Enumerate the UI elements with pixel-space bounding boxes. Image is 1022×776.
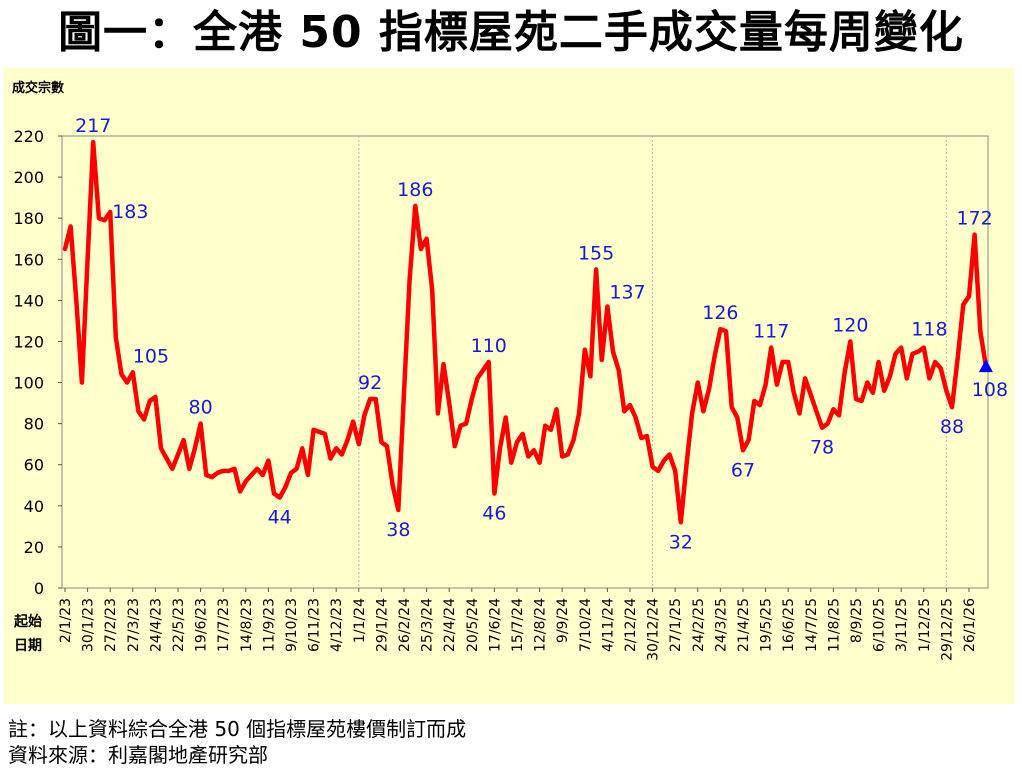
x-tick-label: 29/1/24	[374, 598, 390, 652]
x-tick-label: 25/3/24	[420, 598, 436, 652]
x-tick-label: 4/11/24	[600, 598, 616, 652]
y-tick-label: 140	[13, 291, 44, 310]
data-label: 186	[397, 179, 433, 201]
data-label: 46	[482, 502, 506, 524]
x-tick-label: 1/12/25	[917, 598, 933, 652]
last-point-marker	[978, 359, 993, 373]
y-tick-label: 180	[13, 209, 44, 228]
x-tick-label: 20/5/24	[465, 598, 481, 652]
x-axis-label: 日期	[14, 638, 42, 654]
x-tick-label: 24/4/23	[148, 598, 164, 652]
x-tick-label: 2/12/24	[623, 598, 639, 652]
y-tick-label: 220	[13, 127, 44, 146]
data-label: 217	[75, 115, 111, 137]
x-tick-label: 26/1/26	[962, 598, 978, 652]
x-tick-label: 11/8/25	[826, 598, 842, 652]
y-tick-label: 20	[24, 538, 44, 557]
x-tick-label: 1/1/24	[352, 598, 368, 643]
x-tick-label: 29/12/25	[939, 598, 955, 661]
plot-area	[61, 135, 989, 589]
x-tick-label: 6/11/23	[307, 598, 323, 652]
series-line	[62, 139, 989, 525]
x-tick-label: 12/8/24	[533, 598, 549, 652]
x-tick-label: 15/7/24	[510, 598, 526, 652]
x-tick-label: 27/1/25	[668, 598, 684, 652]
y-tick-label: 0	[34, 579, 44, 598]
x-axis-label: 起始	[13, 613, 42, 630]
y-tick-label: 200	[13, 168, 44, 187]
data-label: 183	[112, 201, 148, 223]
x-tick-label: 24/2/25	[691, 598, 707, 652]
y-tick-label: 120	[13, 332, 44, 351]
data-label: 155	[578, 243, 614, 265]
data-label: 137	[609, 282, 645, 304]
data-label: 108	[972, 379, 1008, 401]
data-label: 32	[669, 531, 693, 553]
data-label: 126	[702, 302, 738, 324]
y-tick-label: 160	[13, 250, 44, 269]
x-tick-label: 14/7/25	[804, 598, 820, 652]
y-axis-label: 成交宗數	[12, 80, 64, 96]
x-tick-label: 6/10/25	[872, 598, 888, 652]
x-tick-label: 9/9/24	[555, 598, 571, 643]
x-tick-label: 27/3/23	[126, 598, 142, 652]
x-tick-label: 22/4/24	[442, 598, 458, 652]
x-tick-label: 19/6/23	[194, 598, 210, 652]
footnote: 註：以上資料綜合全港 50 個指標屋苑樓價制訂而成 資料來源：利嘉閣地產研究部	[8, 716, 466, 768]
x-tick-label: 7/10/24	[578, 598, 594, 652]
footnote-note: 註：以上資料綜合全港 50 個指標屋苑樓價制訂而成	[8, 717, 467, 741]
data-label: 44	[268, 507, 292, 529]
x-tick-label: 14/8/23	[239, 598, 255, 652]
data-label: 78	[810, 437, 834, 459]
data-label: 118	[911, 319, 947, 341]
chart-panel: 0 20 40 60 80 100 120 140 160 180 200 220 成交宗數 2/1/23…	[4, 68, 1014, 704]
x-tick-label: 9/10/23	[284, 598, 300, 652]
x-tick-label: 19/5/25	[759, 598, 775, 652]
x-tick-label: 30/12/24	[646, 598, 662, 661]
data-label: 92	[358, 372, 382, 394]
x-tick-label: 2/1/23	[58, 598, 74, 643]
x-tick-label: 24/3/25	[713, 598, 729, 652]
x-tick-label: 26/2/24	[397, 598, 413, 652]
x-tick-label: 17/6/24	[487, 598, 503, 652]
y-tick-label: 60	[24, 456, 44, 475]
chart-svg: 0 20 40 60 80 100 120 140 160 180 200 220 成交宗數 2/1/23…	[12, 80, 1008, 661]
data-label: 105	[133, 345, 169, 367]
x-tick-label: 21/4/25	[736, 598, 752, 652]
x-tick-label: 27/2/23	[103, 598, 119, 652]
x-tick-label: 3/11/25	[894, 598, 910, 652]
footnote-source: 資料來源：利嘉閣地產研究部	[8, 743, 268, 767]
y-tick-label: 40	[24, 497, 44, 516]
data-label: 88	[940, 416, 964, 438]
x-tick-label: 17/7/23	[216, 598, 232, 652]
data-label: 117	[753, 321, 789, 343]
y-tick-label: 80	[24, 415, 44, 434]
x-tick-label: 30/1/23	[81, 598, 97, 652]
data-label: 80	[189, 397, 213, 419]
data-label: 67	[731, 459, 755, 481]
x-tick-label: 16/6/25	[781, 598, 797, 652]
chart-title: 圖一：全港 50 指標屋苑二手成交量每周變化	[58, 7, 964, 58]
data-label: 172	[956, 208, 992, 230]
x-tick-label: 8/9/25	[849, 598, 865, 643]
x-tick-label: 22/5/23	[171, 598, 187, 652]
y-tick-label: 100	[13, 374, 44, 393]
x-tick-label: 11/9/23	[261, 598, 277, 652]
data-label: 38	[386, 519, 410, 541]
data-label: 120	[832, 314, 868, 336]
data-label: 110	[471, 335, 507, 357]
x-tick-label: 4/12/23	[329, 598, 345, 652]
